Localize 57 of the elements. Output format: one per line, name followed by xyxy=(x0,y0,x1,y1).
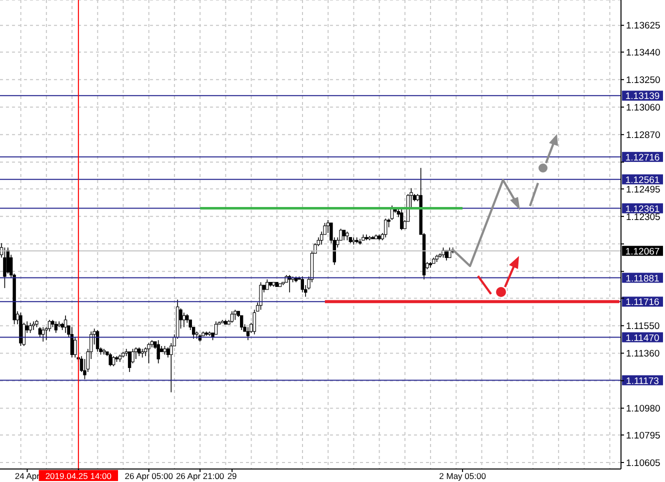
y-tick-label: 1.10605 xyxy=(626,458,660,469)
y-tick-label: 1.13060 xyxy=(626,102,660,114)
candlestick xyxy=(240,315,244,330)
candlestick xyxy=(214,320,218,335)
x-tick-label: 2019.04.25 14:00 xyxy=(45,471,112,481)
x-tick-label: 24 Apr xyxy=(14,471,40,481)
y-tick-label: 1.11550 xyxy=(626,321,660,332)
candlestick xyxy=(252,309,256,335)
candlestick xyxy=(448,247,452,258)
candlestick xyxy=(246,326,250,341)
candlestick xyxy=(38,326,42,338)
candlestick xyxy=(54,320,58,334)
x-tick-label: 29 xyxy=(227,471,238,481)
ref-line-label: 1.13139 xyxy=(625,91,660,102)
y-tick-label: 1.13625 xyxy=(626,20,660,32)
y-tick-label: 1.12870 xyxy=(626,130,660,141)
ref-line-label: 1.11173 xyxy=(626,376,659,387)
candlestick xyxy=(3,247,6,288)
y-tick-label: 1.13440 xyxy=(626,47,660,58)
candlestick xyxy=(112,356,116,367)
y-tick-label: 1.13250 xyxy=(626,74,660,86)
candlestick xyxy=(259,282,262,310)
candlestick xyxy=(182,312,186,328)
ref-line-label: 1.12067 xyxy=(625,246,660,258)
candlestick xyxy=(32,320,36,330)
candlestick xyxy=(234,309,237,320)
candlestick xyxy=(266,278,269,290)
ref-line-label: 1.11470 xyxy=(626,332,660,344)
candlestick xyxy=(128,351,132,372)
candlestick xyxy=(156,340,160,364)
candlestick xyxy=(230,310,234,324)
x-tick-label: 26 Apr 21:00 xyxy=(176,471,224,481)
candlestick xyxy=(74,336,77,358)
y-tick-label: 1.11360 xyxy=(626,348,660,360)
ref-line-label: 1.12361 xyxy=(625,204,660,215)
candlestick xyxy=(147,342,150,364)
y-tick-label: 1.10980 xyxy=(626,404,660,415)
candlestick xyxy=(64,315,68,334)
candlestick xyxy=(131,348,134,364)
x-tick-label: 2 May 05:00 xyxy=(439,471,486,481)
candlestick xyxy=(134,347,138,360)
ref-line-label: 1.12561 xyxy=(625,174,660,186)
y-tick-label: 1.12495 xyxy=(626,184,660,196)
y-tick-label: 1.10795 xyxy=(626,430,660,442)
candlestick xyxy=(108,352,112,367)
candlestick xyxy=(342,230,346,241)
x-tick-label: 26 Apr 05:00 xyxy=(124,471,174,481)
ref-line-label: 1.12716 xyxy=(625,152,660,164)
ref-line-label: 1.11881 xyxy=(626,273,660,284)
candlestick xyxy=(166,347,170,358)
ref-line-label: 1.11716 xyxy=(626,297,660,308)
candlestick xyxy=(384,218,388,238)
candlestick xyxy=(28,322,32,334)
candlestick xyxy=(300,276,304,293)
candlestick xyxy=(42,326,45,342)
candlestick xyxy=(400,208,404,231)
candlestick xyxy=(70,326,74,358)
